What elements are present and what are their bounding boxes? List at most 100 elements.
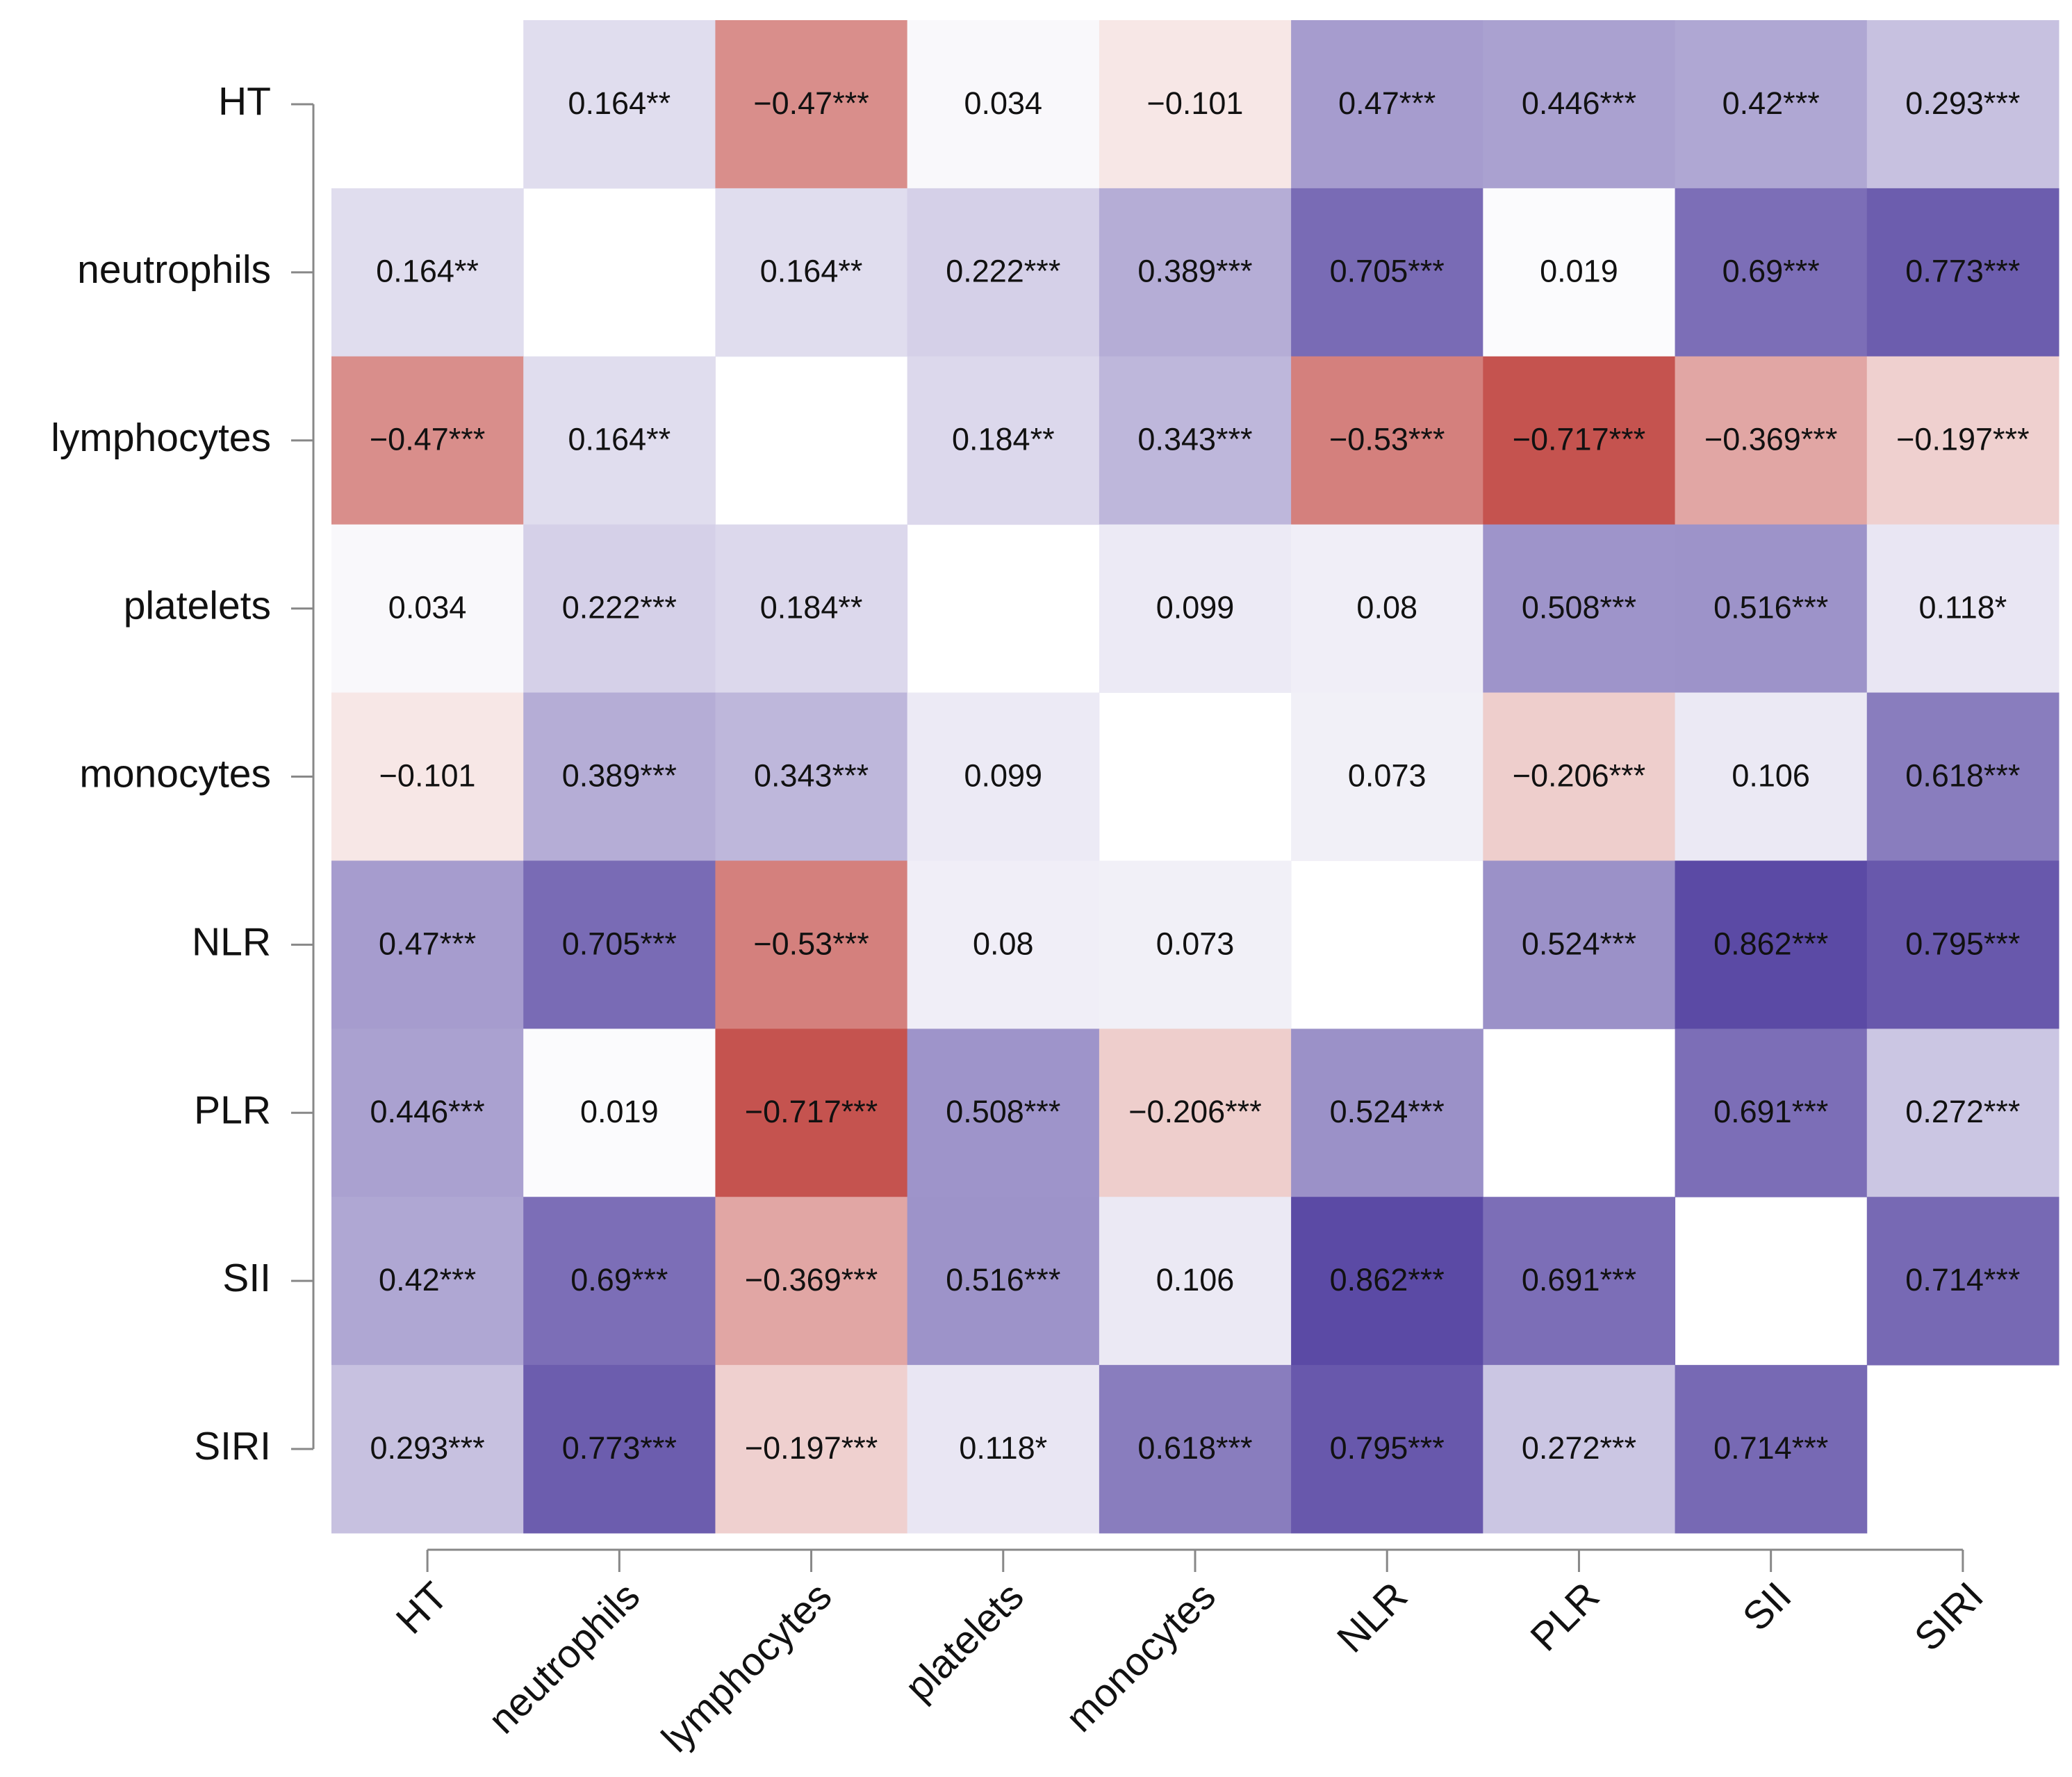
heatmap-cell xyxy=(1483,1365,1676,1534)
cell-label: 0.08 xyxy=(973,926,1034,961)
x-tick-label: HT xyxy=(388,1574,457,1643)
cell-label: 0.516*** xyxy=(1713,590,1828,625)
y-tick-label: HT xyxy=(218,79,271,124)
cell-label: 0.164** xyxy=(568,422,671,457)
cell-label: 0.272*** xyxy=(1522,1430,1636,1466)
cell-label: 0.705*** xyxy=(1330,254,1445,289)
heatmap-cell xyxy=(715,1197,908,1366)
heatmap-cell xyxy=(1675,692,1868,861)
heatmap-cell xyxy=(1099,1029,1292,1197)
heatmap-cell xyxy=(907,1029,1100,1197)
heatmap-cell xyxy=(1866,1029,2059,1197)
heatmap-cell xyxy=(907,188,1100,357)
heatmap-cell xyxy=(331,692,524,861)
heatmap-cell xyxy=(1866,356,2059,525)
heatmap-cell xyxy=(1866,188,2059,357)
heatmap-cell xyxy=(1291,20,1483,189)
heatmap-cell xyxy=(1866,1197,2059,1366)
heatmap-cell xyxy=(715,1365,908,1534)
heatmap-cell xyxy=(1483,692,1676,861)
heatmap-cell xyxy=(523,356,716,525)
cell-label: 0.446*** xyxy=(370,1094,485,1129)
heatmap-cell xyxy=(1866,20,2059,189)
heatmap-cell xyxy=(523,524,716,694)
heatmap-cell xyxy=(331,188,524,357)
cell-label: 0.516*** xyxy=(946,1262,1060,1297)
cell-label: 0.164** xyxy=(760,254,863,289)
y-tick-label: monocytes xyxy=(79,752,271,796)
cell-label: 0.106 xyxy=(1156,1262,1235,1297)
cell-label: 0.099 xyxy=(1156,590,1235,625)
cell-label: 0.073 xyxy=(1156,926,1235,961)
x-tick-label: SII xyxy=(1734,1574,1800,1640)
heatmap-cell xyxy=(1099,524,1292,694)
cell-label: 0.446*** xyxy=(1522,85,1636,121)
heatmap-cell xyxy=(715,188,908,357)
cell-label: 0.118* xyxy=(959,1430,1047,1466)
heatmap-cell xyxy=(1099,1197,1292,1366)
heatmap-cell xyxy=(523,1197,716,1366)
heatmap-cell xyxy=(523,1365,716,1534)
cell-label: 0.714*** xyxy=(1713,1430,1828,1466)
cell-label: 0.69*** xyxy=(570,1262,668,1297)
cell-label: 0.524*** xyxy=(1330,1094,1445,1129)
cell-label: 0.862*** xyxy=(1713,926,1828,961)
cell-label: −0.47*** xyxy=(370,422,485,457)
heatmap-cell xyxy=(1291,1029,1483,1197)
heatmap-cell xyxy=(1291,188,1483,357)
cell-label: 0.691*** xyxy=(1522,1262,1636,1297)
cell-label: 0.272*** xyxy=(1905,1094,2020,1129)
heatmap-cell xyxy=(331,524,524,694)
heatmap-cell xyxy=(1099,188,1292,357)
cell-label: 0.618*** xyxy=(1905,758,2020,793)
heatmap-cell xyxy=(907,1197,1100,1366)
heatmap-cell xyxy=(1866,524,2059,694)
cell-label: −0.53*** xyxy=(1329,422,1445,457)
heatmap-cell xyxy=(1675,20,1868,189)
cell-label: −0.717*** xyxy=(745,1094,878,1129)
heatmap-cell xyxy=(1675,860,1868,1029)
y-tick-label: neutrophils xyxy=(77,247,271,292)
y-tick-label: SII xyxy=(222,1256,271,1300)
heatmap-cell xyxy=(523,20,716,189)
cell-label: 0.019 xyxy=(580,1094,659,1129)
heatmap-cell xyxy=(715,860,908,1029)
heatmap-cell xyxy=(523,692,716,861)
cell-label: 0.524*** xyxy=(1522,926,1636,961)
cell-label: −0.101 xyxy=(1147,85,1244,121)
heatmap-cell xyxy=(907,860,1100,1029)
cell-label: 0.773*** xyxy=(1905,254,2020,289)
cell-label: 0.164** xyxy=(376,254,479,289)
heatmap-cell xyxy=(1675,524,1868,694)
cell-label: 0.08 xyxy=(1356,590,1417,625)
cell-label: 0.164** xyxy=(568,85,671,121)
heatmap-cell xyxy=(331,1197,524,1366)
cell-label: −0.369*** xyxy=(1704,422,1837,457)
x-tick-label: platelets xyxy=(896,1574,1032,1710)
heatmap-cell xyxy=(1483,20,1676,189)
heatmap-cell xyxy=(1291,524,1483,694)
heatmap-cell xyxy=(1099,1365,1292,1534)
heatmap-cell xyxy=(523,860,716,1029)
cell-label: 0.184** xyxy=(952,422,1055,457)
heatmap-cell xyxy=(1291,356,1483,525)
heatmap-cell xyxy=(1675,1029,1868,1197)
cell-label: −0.101 xyxy=(379,758,476,793)
heatmap-cell xyxy=(907,20,1100,189)
cell-label: −0.53*** xyxy=(753,926,869,961)
heatmap-cell xyxy=(1675,356,1868,525)
heatmap-cell xyxy=(1675,1365,1868,1534)
x-tick-label: monocytes xyxy=(1058,1574,1224,1741)
cell-label: 0.222*** xyxy=(562,590,677,625)
heatmap-cell xyxy=(331,860,524,1029)
x-tick-label: PLR xyxy=(1522,1574,1609,1660)
heatmap-cell xyxy=(1483,524,1676,694)
heatmap-cell xyxy=(1099,860,1292,1029)
cell-label: 0.42*** xyxy=(1722,85,1820,121)
cell-label: −0.369*** xyxy=(745,1262,878,1297)
heatmap-cell xyxy=(1866,860,2059,1029)
heatmap-cell xyxy=(1866,692,2059,861)
heatmap-cell xyxy=(331,356,524,525)
